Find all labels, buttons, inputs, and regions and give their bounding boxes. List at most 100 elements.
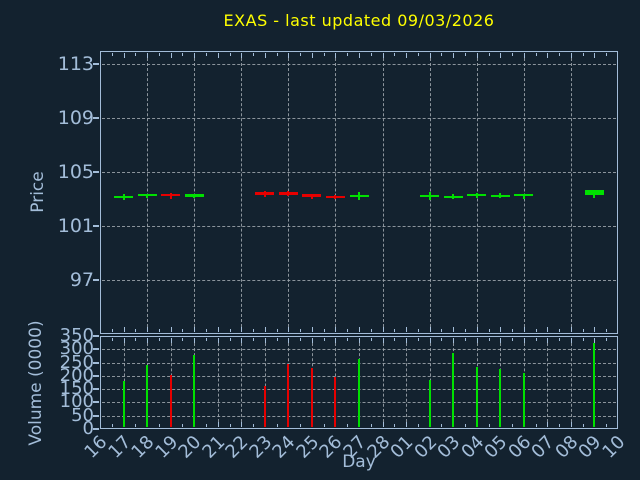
x-tick (441, 329, 443, 332)
x-tick (476, 338, 478, 343)
x-tick (311, 338, 313, 343)
x-tick (158, 329, 160, 332)
x-tick (453, 327, 455, 332)
x-tick (512, 53, 514, 56)
x-tick (264, 53, 266, 58)
volume-bar-19 (169, 374, 172, 427)
x-tick (111, 329, 113, 332)
price-gridline (194, 53, 196, 332)
x-tick (535, 424, 537, 427)
x-tick (382, 327, 384, 332)
x-tick (276, 338, 278, 341)
x-tick (170, 327, 172, 332)
x-tick (182, 338, 184, 341)
x-tick (311, 53, 313, 58)
x-tick (500, 338, 502, 343)
x-tick (135, 53, 137, 56)
volume-tick (93, 361, 99, 364)
x-tick (217, 338, 219, 343)
x-tick (323, 338, 325, 341)
candle-body-09 (584, 189, 604, 195)
x-tick (488, 424, 490, 427)
price-tick-label: 105 (57, 161, 94, 183)
x-tick (158, 338, 160, 341)
price-tick-label: 109 (57, 107, 94, 129)
volume-tick-label: 150 (59, 378, 94, 400)
x-tick (594, 327, 596, 332)
x-tick (182, 53, 184, 56)
x-tick (488, 329, 490, 332)
x-tick (323, 424, 325, 427)
x-tick (429, 53, 431, 58)
volume-gridline (264, 338, 266, 427)
volume-bar-02 (428, 379, 431, 427)
price-tick (93, 117, 99, 119)
candle-body-06 (514, 194, 534, 197)
x-tick (147, 327, 149, 332)
x-tick (135, 424, 137, 427)
x-tick (382, 53, 384, 58)
volume-bar-03 (452, 353, 455, 427)
x-tick (476, 53, 478, 58)
x-tick (217, 327, 219, 332)
x-tick (382, 422, 384, 427)
x-tick (394, 329, 396, 332)
x-tick (205, 424, 207, 427)
x-tick (264, 338, 266, 343)
x-tick (441, 338, 443, 341)
x-tick (300, 53, 302, 56)
x-tick (406, 422, 408, 427)
x-tick (347, 424, 349, 427)
x-tick (417, 329, 419, 332)
x-tick (570, 327, 572, 332)
price-panel (100, 51, 618, 334)
volume-tick-label: 200 (59, 364, 94, 386)
x-tick (500, 53, 502, 58)
x-tick (335, 327, 337, 332)
x-tick (441, 53, 443, 56)
x-tick (276, 53, 278, 56)
volume-bar-24 (287, 363, 290, 427)
price-tick (93, 225, 99, 227)
x-tick (453, 53, 455, 58)
price-tick-label: 101 (57, 215, 94, 237)
x-tick (217, 422, 219, 427)
x-tick (559, 424, 561, 427)
x-tick (606, 338, 608, 341)
x-tick (464, 53, 466, 56)
x-tick (253, 338, 255, 341)
price-tick-label: 113 (57, 53, 94, 75)
candle-body-27 (349, 194, 369, 197)
x-tick (111, 338, 113, 341)
x-tick (194, 327, 196, 332)
volume-tick (93, 401, 99, 404)
x-tick (500, 327, 502, 332)
x-axis-label: Day (342, 452, 376, 472)
x-tick (370, 338, 372, 341)
volume-bar-06 (522, 373, 525, 427)
x-tick (547, 338, 549, 343)
x-tick (570, 53, 572, 58)
x-tick (229, 53, 231, 56)
volume-tick (93, 374, 99, 377)
x-tick (182, 329, 184, 332)
volume-bar-04 (475, 366, 478, 427)
volume-bar-18 (146, 365, 149, 427)
volume-tick-label: 350 (59, 325, 94, 346)
x-tick (229, 424, 231, 427)
price-gridline (147, 53, 149, 332)
x-tick (276, 424, 278, 427)
x-tick (453, 338, 455, 343)
chart-title: EXAS - last updated 09/03/2026 (223, 11, 495, 30)
volume-tick-label: 300 (59, 338, 94, 360)
x-tick (406, 327, 408, 332)
x-tick (253, 424, 255, 427)
x-tick (417, 53, 419, 56)
x-tick (253, 329, 255, 332)
x-tick (488, 338, 490, 341)
x-tick (582, 329, 584, 332)
x-tick (170, 53, 172, 58)
x-tick (123, 53, 125, 58)
volume-panel (100, 336, 618, 429)
